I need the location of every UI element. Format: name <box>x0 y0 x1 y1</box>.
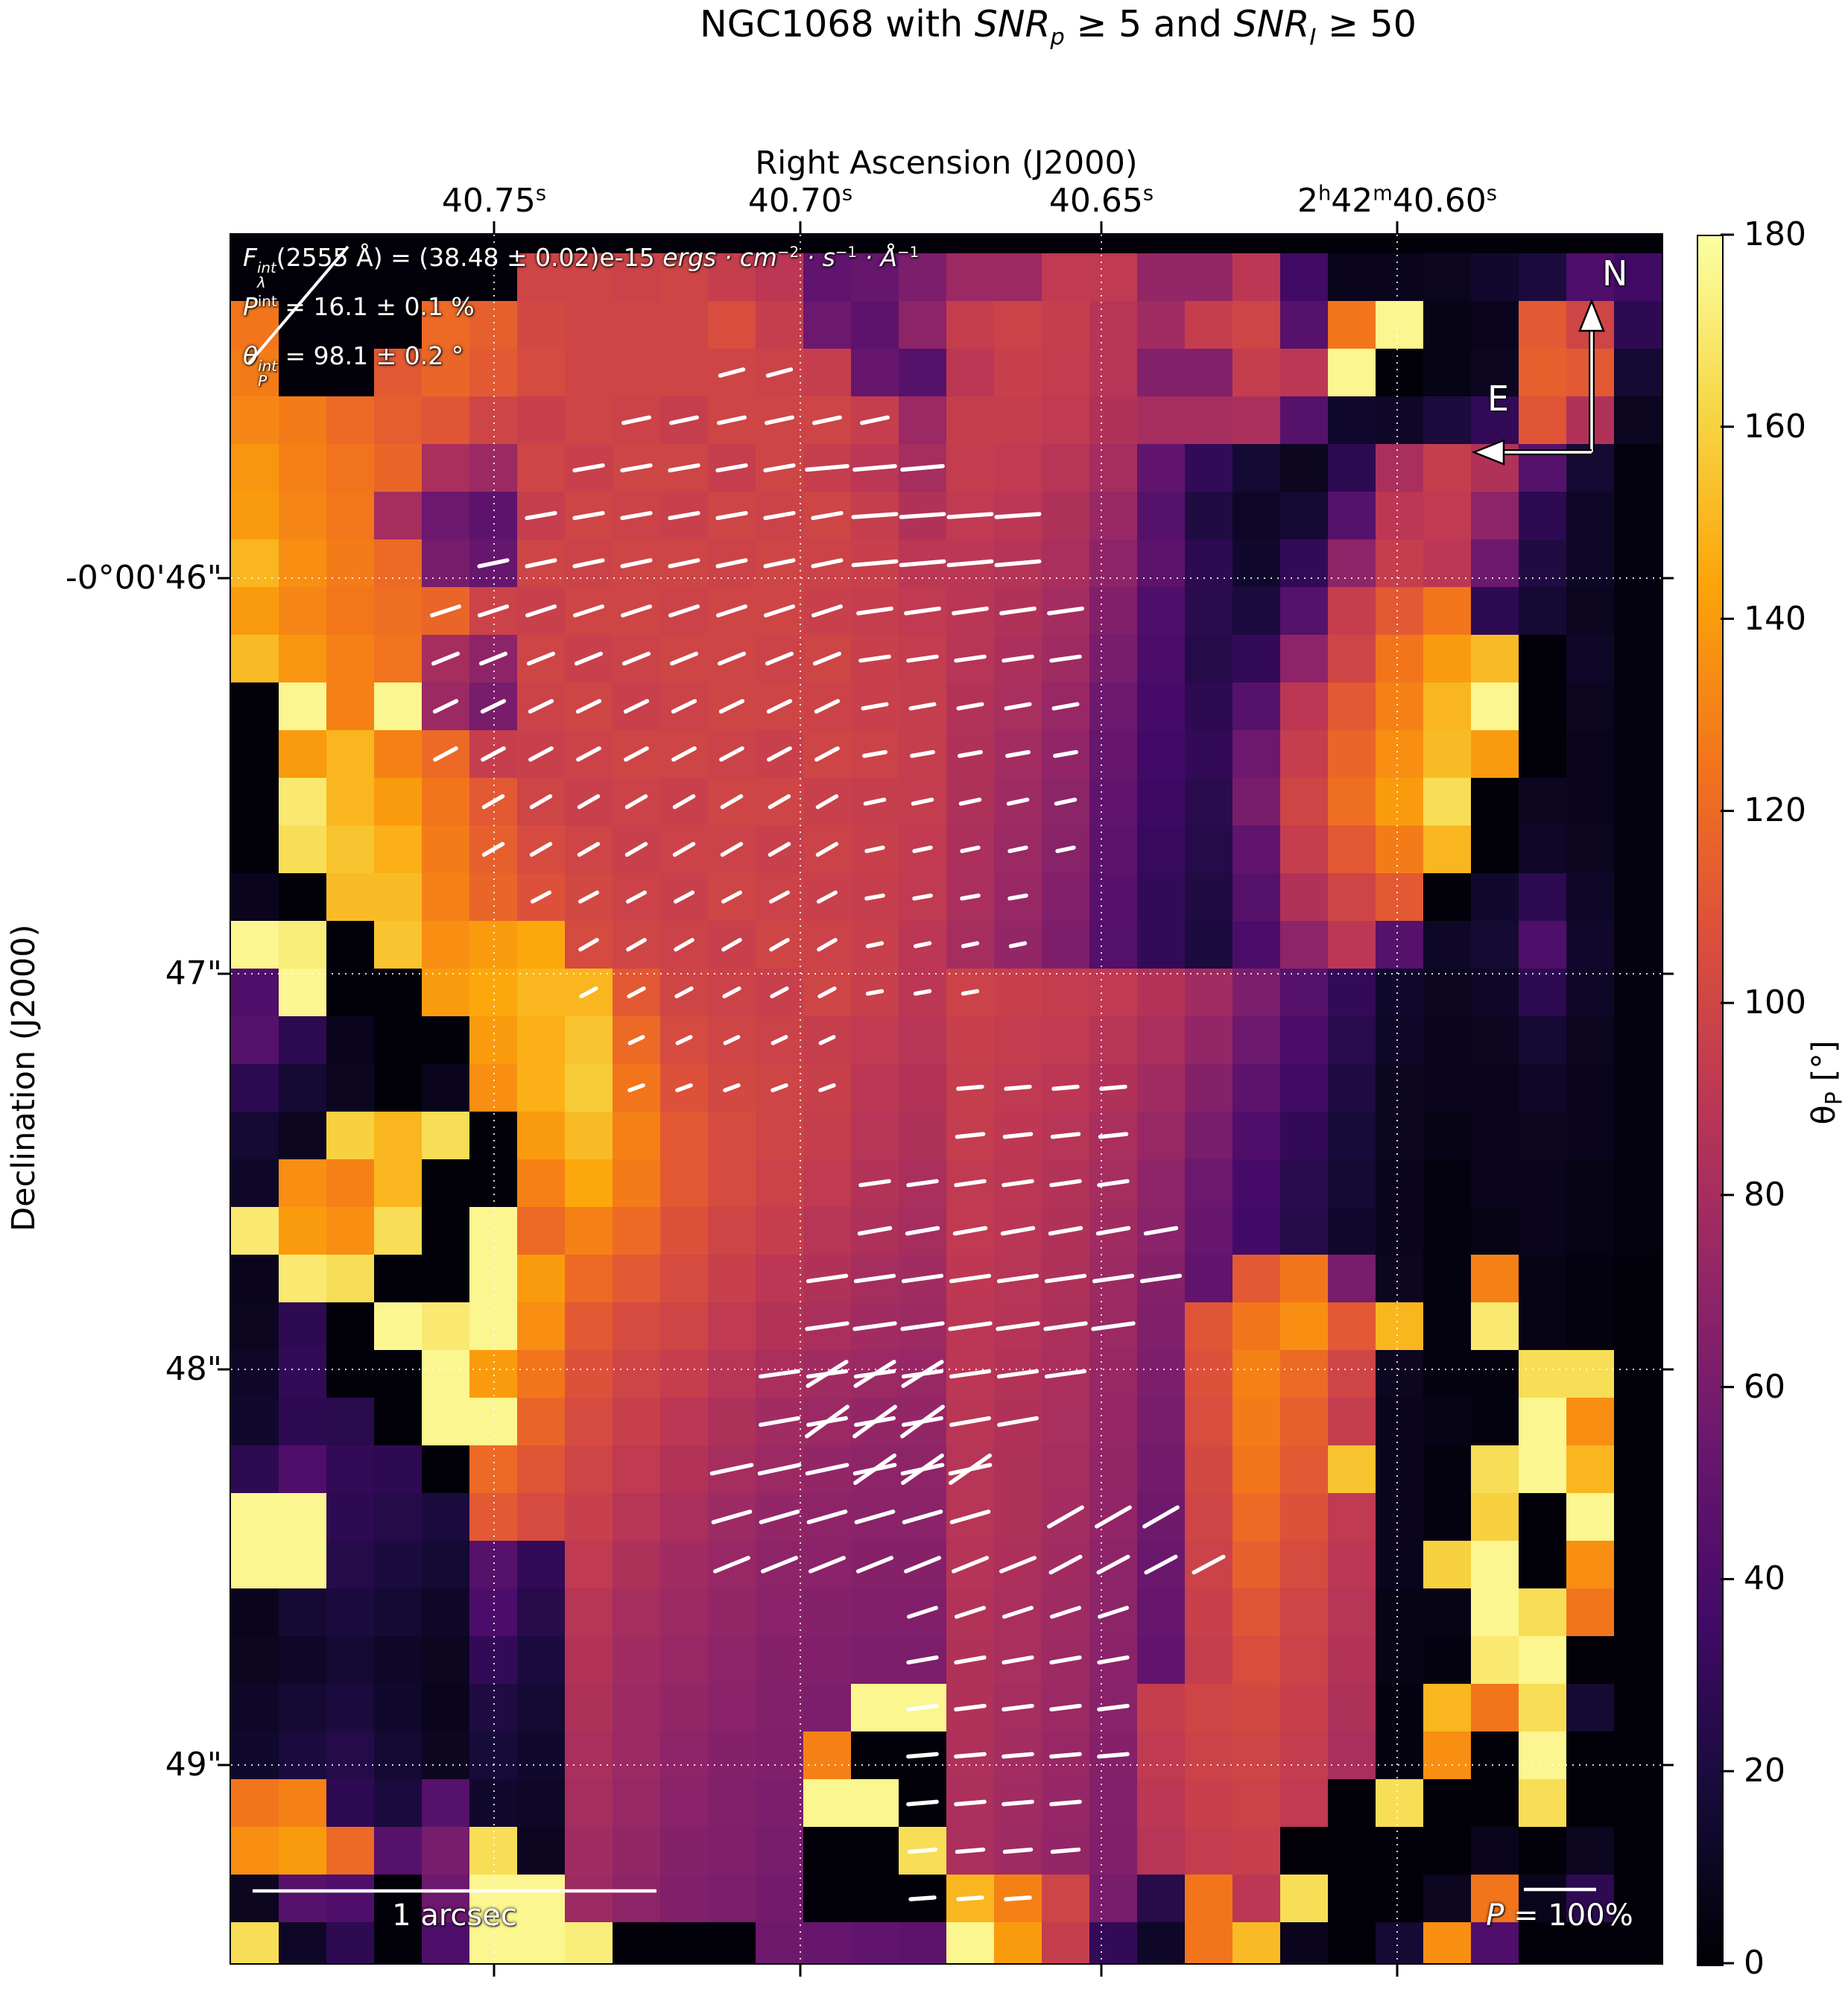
x-tick-label: 40.70s <box>747 182 853 220</box>
y-tick-label: -0°00'46" <box>65 559 222 597</box>
y-tick-label: 49" <box>165 1746 222 1784</box>
x-tick-label: 40.75s <box>441 182 547 220</box>
y-tick-label: 47" <box>165 954 222 992</box>
x-axis-label: Right Ascension (J2000) <box>755 145 1138 182</box>
polarization-reference-label: P = 100% <box>1486 1898 1633 1933</box>
compass-north-label: N <box>1602 253 1628 294</box>
colorbar-tick-label: 160 <box>1744 407 1806 446</box>
annotation-angle: θ int P = 98.1 ± 0.2 ° <box>243 341 464 390</box>
y-tick-label: 48" <box>165 1350 222 1388</box>
colorbar-tick-label: 100 <box>1744 983 1806 1022</box>
colorbar-tick-label: 20 <box>1744 1752 1785 1790</box>
colorbar-tick-label: 140 <box>1744 599 1806 638</box>
annotation-polarization: Pint = 16.1 ± 0.1 % <box>243 292 475 321</box>
scalebar-label: 1 arcsec <box>392 1898 517 1933</box>
colorbar-tick-label: 0 <box>1744 1944 1765 1982</box>
colorbar-tick-label: 40 <box>1744 1559 1785 1598</box>
chart-title: NGC1068 with SNRp ≥ 5 and SNRI ≥ 50 <box>700 3 1417 51</box>
x-tick-label: 2h42m40.60s <box>1297 182 1498 220</box>
colorbar-tick-label: 80 <box>1744 1175 1785 1214</box>
colorbar <box>1697 235 1724 1966</box>
colorbar-tick-label: 180 <box>1744 215 1806 253</box>
colorbar-tick-label: 60 <box>1744 1367 1785 1406</box>
compass-east-label: E <box>1487 378 1510 419</box>
colorbar-tick-label: 120 <box>1744 791 1806 830</box>
heatmap-plot-area <box>231 235 1662 1963</box>
heatmap-canvas <box>231 235 1662 1963</box>
x-tick-label: 40.65s <box>1048 182 1154 220</box>
